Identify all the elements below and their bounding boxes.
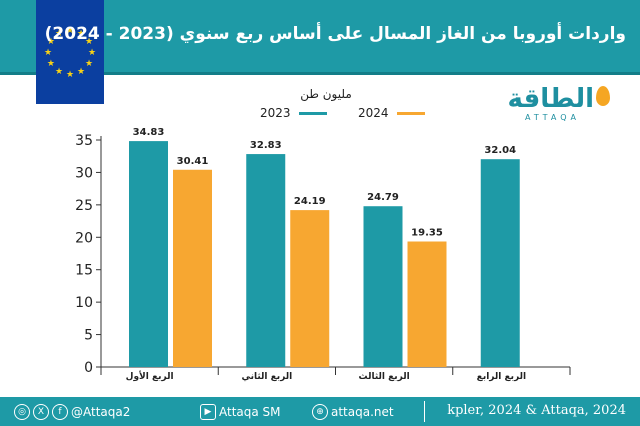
data-label: 30.41 <box>177 156 209 167</box>
logo-subtext: ATTAQA <box>525 113 580 122</box>
eu-star-icon: ★ <box>47 37 55 47</box>
eu-star-icon: ★ <box>85 59 93 69</box>
footer-bar: ◎ X f @Attaqa2 ▶ Attaqa SM ⊕ attaqa.net … <box>0 397 640 426</box>
legend-2024: 2024 <box>358 106 425 120</box>
data-label: 19.35 <box>411 228 443 239</box>
eu-star-icon: ★ <box>55 29 63 39</box>
y-tick-label: 35 <box>75 133 93 149</box>
bar-2024 <box>407 241 447 367</box>
y-tick-label: 30 <box>75 165 93 181</box>
legend-2024-label: 2024 <box>358 106 389 120</box>
footer-youtube[interactable]: ▶ Attaqa SM <box>200 404 281 420</box>
eu-star-icon: ★ <box>88 48 96 58</box>
footer-separator <box>424 401 425 422</box>
bar-2023 <box>246 154 286 367</box>
x-tick-label: الربع الثالث <box>359 372 410 382</box>
chart-title: واردات أوروبا من الغاز المسال على أساس ر… <box>44 24 626 44</box>
drop-icon <box>596 86 610 106</box>
data-label: 32.04 <box>484 145 516 156</box>
eu-star-icon: ★ <box>66 26 74 36</box>
eu-star-icon: ★ <box>47 59 55 69</box>
globe-icon: ⊕ <box>312 404 328 420</box>
y-tick-label: 15 <box>75 263 93 279</box>
legend-2023: 2023 <box>260 106 327 120</box>
facebook-icon: f <box>52 404 68 420</box>
eu-star-icon: ★ <box>77 29 85 39</box>
website-url: attaqa.net <box>331 405 394 419</box>
youtube-icon: ▶ <box>200 404 216 420</box>
header-divider <box>0 72 640 75</box>
x-tick-label: الربع الثاني <box>242 372 293 382</box>
attaqa-logo: الطاقة ATTAQA <box>490 84 610 124</box>
eu-star-icon: ★ <box>85 37 93 47</box>
eu-star-icon: ★ <box>66 70 74 80</box>
bar-2023 <box>363 206 403 367</box>
header-bar <box>0 0 640 72</box>
eu-flag-icon: ★ ★ ★ ★ ★ ★ ★ ★ ★ ★ ★ ★ <box>36 0 104 104</box>
y-tick-label: 20 <box>75 230 93 246</box>
footer-website[interactable]: ⊕ attaqa.net <box>312 404 394 420</box>
instagram-icon: ◎ <box>14 404 30 420</box>
eu-stars: ★ ★★★★★★★★★★★ <box>44 26 96 80</box>
x-tick-label: الربع الأول <box>126 370 174 382</box>
data-label: 24.79 <box>367 192 399 203</box>
bar-2023 <box>480 159 520 367</box>
legend-2024-swatch <box>396 111 425 115</box>
eu-star-icon: ★ <box>77 67 85 77</box>
eu-star-icon: ★ <box>44 48 52 58</box>
footer-twitter[interactable]: ◎ X f @Attaqa2 <box>14 404 130 420</box>
logo-text: الطاقة <box>507 84 594 114</box>
y-axis-unit: مليون طن <box>300 87 352 101</box>
bar-2024 <box>290 210 330 367</box>
x-tick-label: الربع الرابع <box>477 372 526 382</box>
y-tick-label: 0 <box>84 360 93 376</box>
youtube-handle: Attaqa SM <box>219 405 281 419</box>
y-tick-label: 25 <box>75 198 93 214</box>
bar-2023 <box>129 141 168 367</box>
data-label: 24.19 <box>294 196 326 207</box>
twitter-handle: @Attaqa2 <box>71 405 131 419</box>
source-note: kpler, 2024 & Attaqa, 2024 <box>447 403 626 418</box>
data-label: 34.83 <box>133 127 165 138</box>
eu-star-icon: ★ <box>55 67 63 77</box>
x-icon: X <box>33 404 49 420</box>
legend-2023-swatch <box>298 111 327 115</box>
data-label: 32.83 <box>250 140 282 151</box>
y-tick-label: 5 <box>84 328 93 344</box>
bar-2024 <box>173 169 212 367</box>
legend-2023-label: 2023 <box>260 106 291 120</box>
y-tick-label: 10 <box>75 295 93 311</box>
